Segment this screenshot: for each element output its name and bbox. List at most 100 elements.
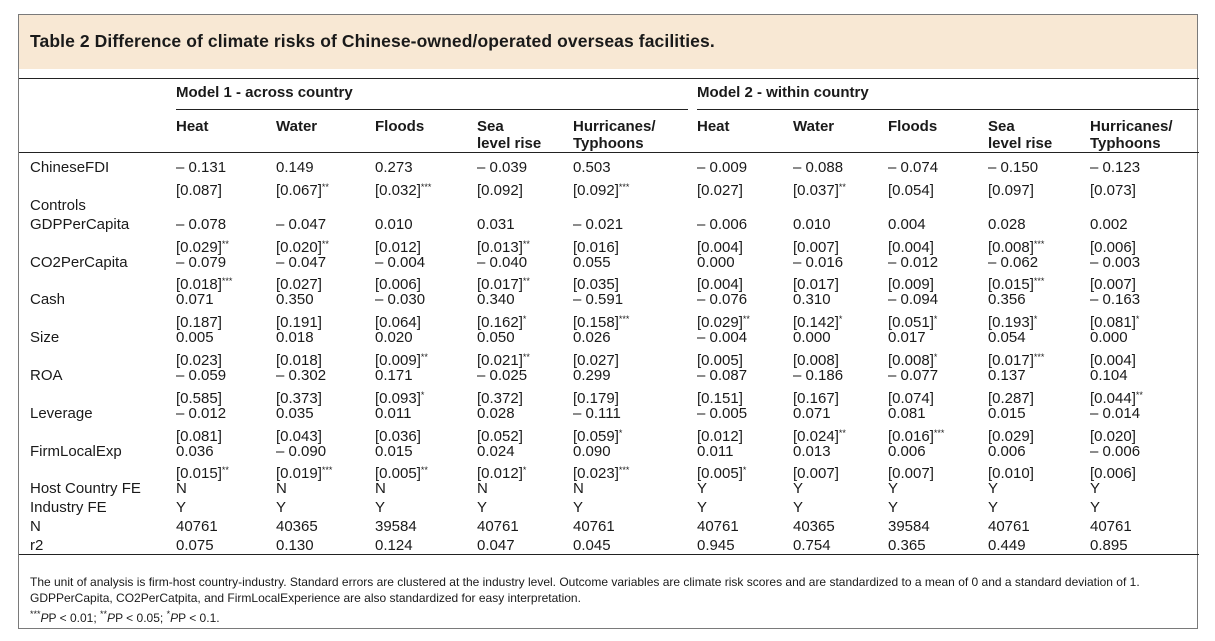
std-error-value: [0.162]: [477, 314, 523, 332]
std-error-value: [0.018]: [176, 276, 222, 294]
column-header-line: Sea: [477, 118, 504, 135]
std-error-value: [0.024]: [793, 427, 839, 445]
column-header-line: Hurricanes/: [573, 118, 656, 135]
estimate-cell: – 0.059: [176, 366, 227, 384]
value-cell: Y: [988, 480, 999, 498]
value-cell: N: [573, 480, 584, 498]
std-error-value: [0.029]: [697, 314, 743, 332]
std-error-cell: [0.015]**: [176, 461, 229, 484]
column-header-line: Water: [276, 118, 318, 135]
estimate-cell: – 0.047: [276, 253, 327, 271]
estimate-cell: – 0.123: [1090, 159, 1141, 176]
estimate-cell: – 0.014: [1090, 404, 1141, 422]
estimate-cell: – 0.039: [477, 159, 528, 176]
column-header-line: Floods: [888, 118, 938, 135]
sig-stars-2: **: [100, 609, 108, 619]
column-header: Heat: [176, 118, 209, 135]
estimate-cell: – 0.163: [1090, 291, 1141, 309]
significance-stars: **: [420, 352, 428, 362]
std-error-value: [0.093]: [375, 389, 421, 407]
std-error-cell: [0.009]**: [375, 348, 428, 371]
row-label: Leverage: [30, 404, 93, 422]
std-error-cell: [0.087]: [176, 178, 222, 201]
significance-stars: **: [838, 181, 846, 192]
std-error-value: [0.029]: [988, 427, 1034, 445]
std-error-value: [0.008]: [988, 238, 1034, 256]
sig-text-1: P < 0.01;: [48, 611, 101, 625]
significance-stars: **: [321, 181, 329, 192]
value-cell: 40365: [276, 518, 318, 536]
std-error-cell: [0.064]: [375, 310, 421, 333]
estimate-cell: – 0.074: [888, 159, 939, 176]
notes-text: The unit of analysis is firm-host countr…: [30, 575, 1140, 605]
std-error-cell: [0.006]: [1090, 461, 1136, 484]
column-header-line: level rise: [477, 135, 542, 152]
group-header-model-1: Model 1 - across country: [176, 84, 353, 101]
column-header: Heat: [697, 118, 730, 135]
std-error-cell: [0.008]: [793, 348, 839, 371]
std-error-cell: [0.051]*: [888, 310, 937, 333]
estimate-cell: 0.013: [793, 442, 831, 460]
std-error-value: [0.005]: [697, 352, 743, 369]
std-error-cell: [0.052]: [477, 424, 523, 447]
std-error-cell: [0.013]**: [477, 235, 530, 258]
value-cell: Y: [477, 499, 488, 517]
column-header-line: level rise: [988, 135, 1053, 152]
estimate-cell: – 0.030: [375, 291, 426, 309]
std-error-cell: [0.162]*: [477, 310, 526, 333]
std-error-cell: [0.093]*: [375, 386, 424, 409]
std-error-cell: [0.005]: [697, 348, 743, 371]
estimate-cell: – 0.186: [793, 366, 844, 384]
estimate-cell: 0.071: [176, 291, 214, 309]
estimate-cell: 0.010: [375, 215, 413, 233]
std-error-value: [0.067]: [276, 181, 322, 199]
significance-stars: **: [838, 427, 846, 438]
column-header: Floods: [375, 118, 424, 135]
std-error-value: [0.005]: [697, 465, 743, 483]
estimate-cell: – 0.077: [888, 366, 939, 384]
significance-stars: *: [933, 352, 938, 362]
std-error-cell: [0.092]: [477, 178, 523, 201]
std-error-value: [0.193]: [988, 314, 1034, 332]
std-error-value: [0.017]: [477, 276, 523, 294]
std-error-cell: [0.021]**: [477, 348, 530, 371]
std-error-value: [0.051]: [888, 314, 934, 332]
significance-stars: *: [742, 465, 747, 476]
estimate-cell: 0.024: [477, 442, 515, 460]
rule-model-2: [697, 109, 1199, 110]
std-error-cell: [0.005]**: [375, 461, 428, 484]
std-error-value: [0.009]: [888, 276, 934, 294]
significance-stars: *: [838, 314, 843, 325]
table-notes: The unit of analysis is firm-host countr…: [30, 574, 1190, 626]
estimate-cell: 0.081: [888, 404, 926, 422]
estimate-cell: 0.006: [888, 442, 926, 460]
std-error-value: [0.372]: [477, 389, 523, 407]
column-header-line: Typhoons: [573, 135, 644, 152]
estimate-cell: 0.028: [477, 404, 515, 422]
row-label: ROA: [30, 366, 63, 384]
estimate-cell: – 0.591: [573, 291, 624, 309]
value-cell: 40365: [793, 518, 835, 536]
estimate-cell: – 0.150: [988, 159, 1039, 176]
std-error-cell: [0.585]: [176, 386, 222, 409]
value-cell: 40761: [988, 518, 1030, 536]
value-cell: 0.754: [793, 537, 831, 554]
significance-stars: *: [933, 314, 938, 325]
estimate-cell: – 0.088: [793, 159, 844, 176]
value-cell: N: [375, 480, 386, 498]
value-cell: 0.945: [697, 537, 735, 554]
significance-stars: *: [522, 314, 527, 325]
rule-header-bottom: [19, 152, 1199, 153]
std-error-value: [0.015]: [176, 465, 222, 483]
column-header-line: Floods: [375, 118, 425, 135]
value-cell: 40761: [477, 518, 519, 536]
std-error-value: [0.035]: [573, 276, 619, 294]
estimate-cell: – 0.090: [276, 442, 327, 460]
std-error-cell: [0.043]: [276, 424, 322, 447]
sig-text-2: P < 0.05;: [115, 611, 167, 625]
value-cell: Y: [888, 499, 899, 517]
value-cell: 0.130: [276, 537, 314, 554]
value-cell: Y: [176, 499, 187, 517]
std-error-cell: [0.017]**: [477, 272, 530, 295]
value-cell: 39584: [375, 518, 417, 536]
